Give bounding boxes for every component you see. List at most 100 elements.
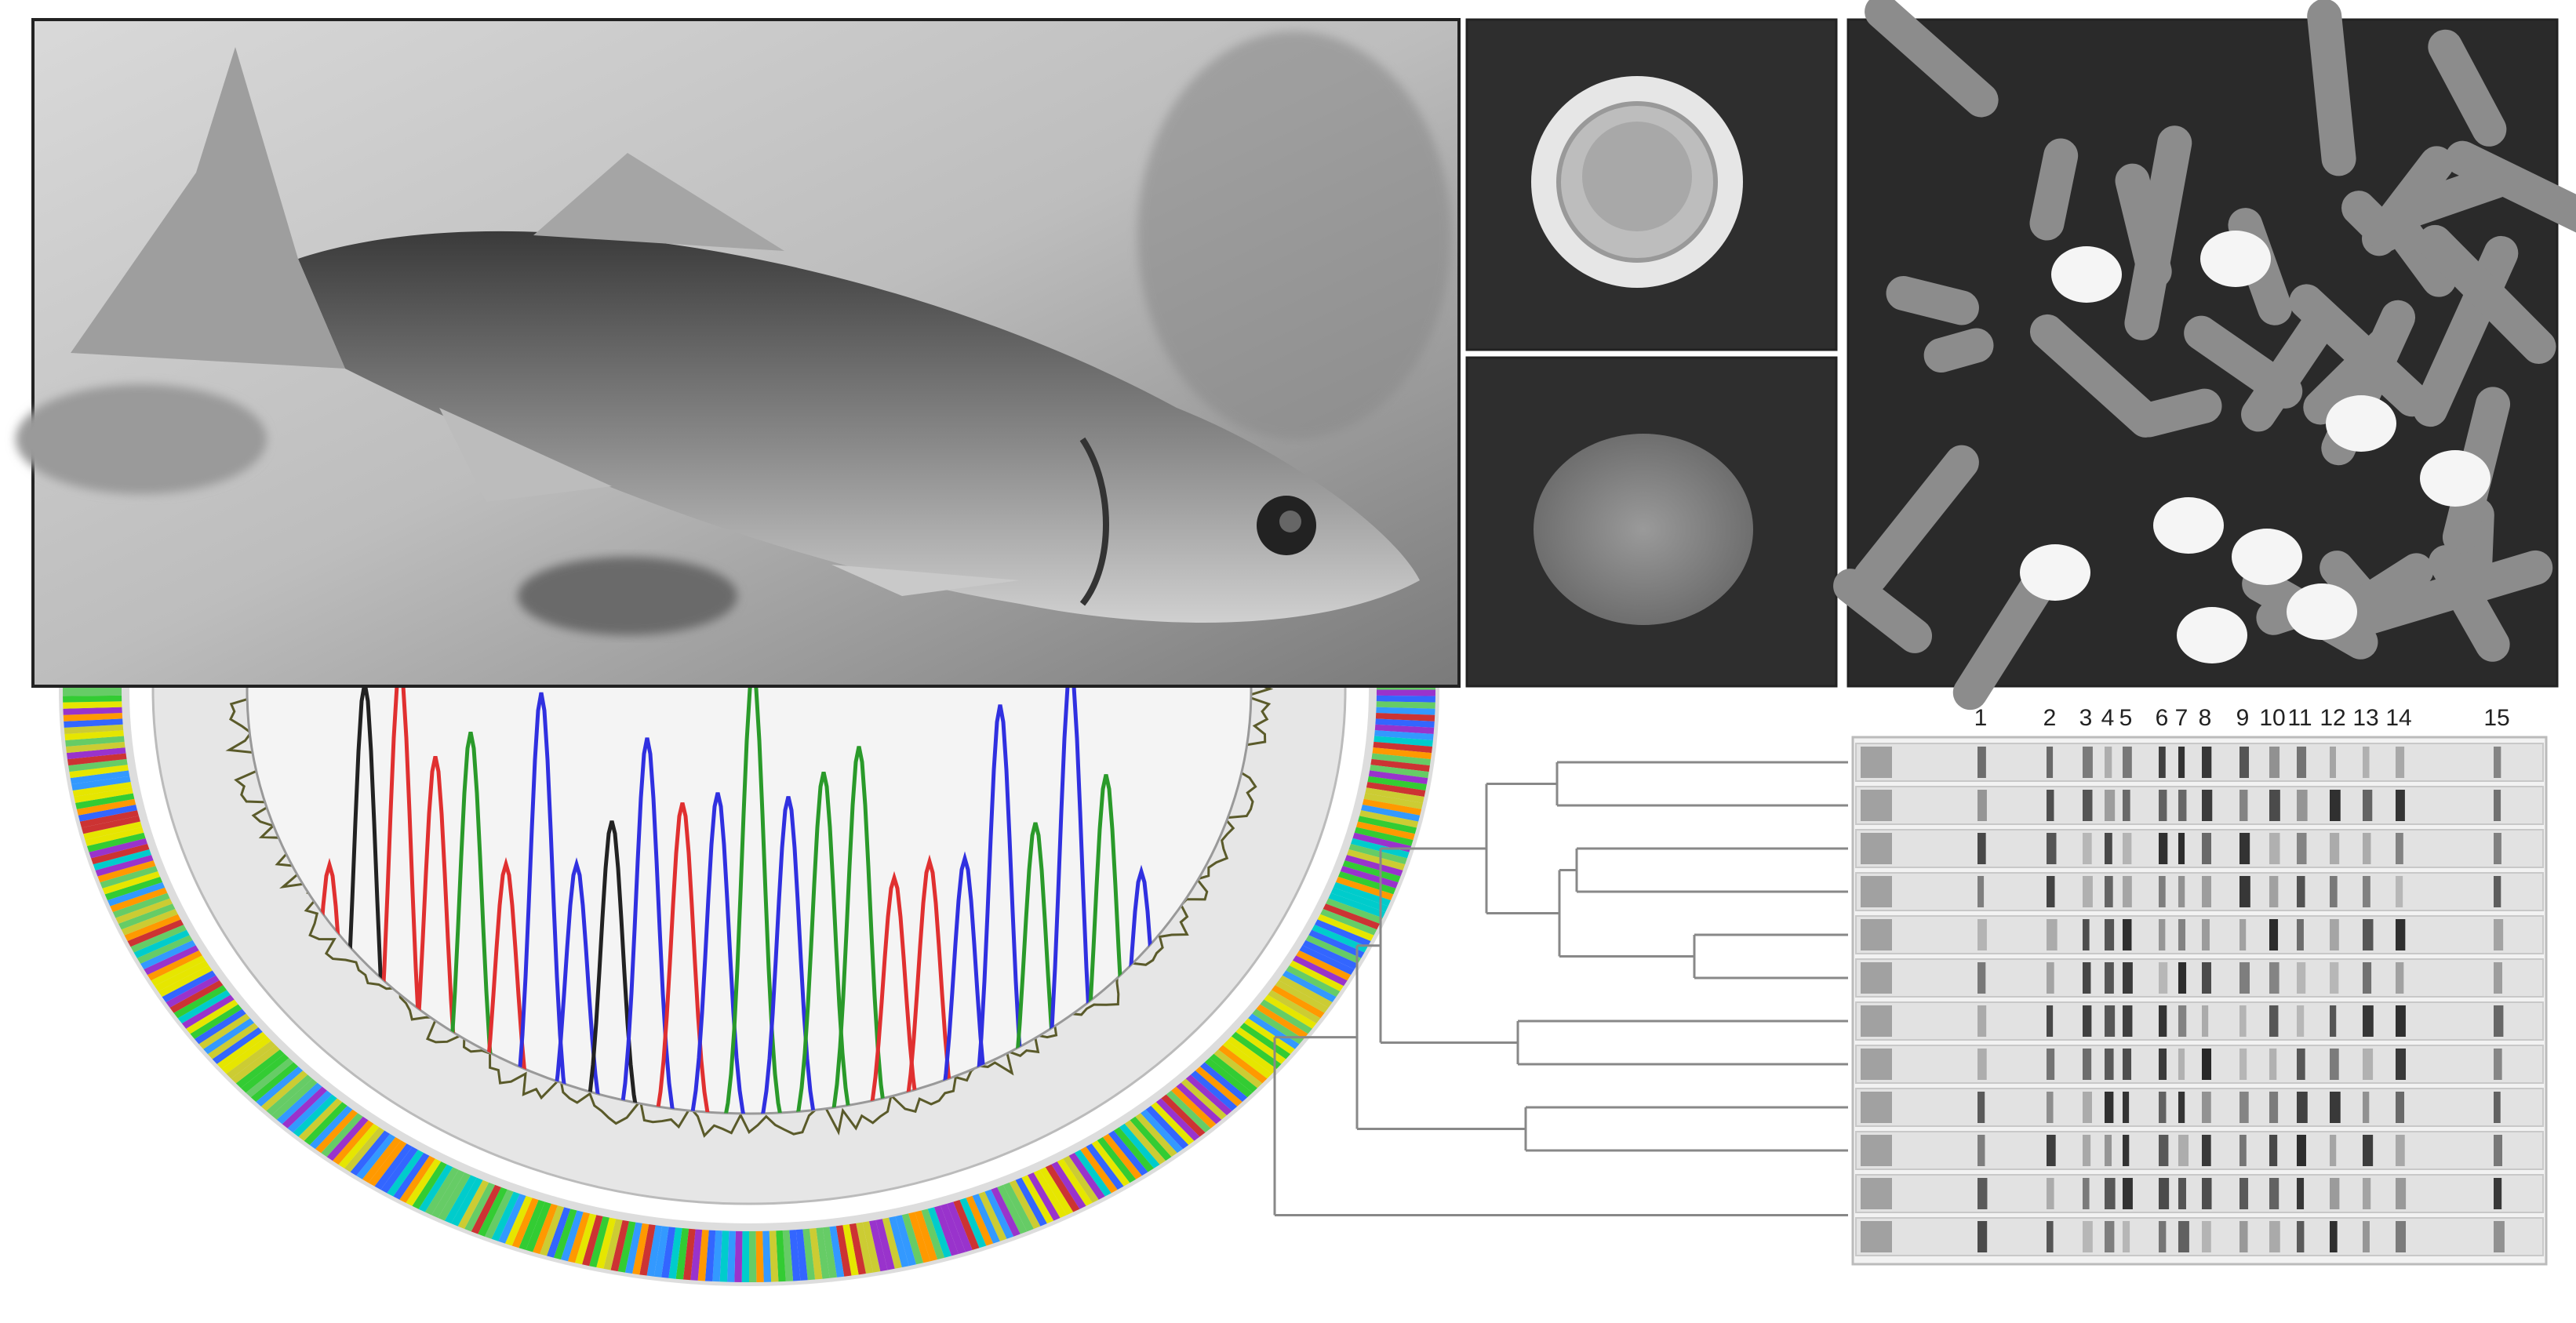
band: [2396, 962, 2404, 994]
band: [2178, 790, 2187, 821]
ring-segment: [1097, 1137, 1137, 1183]
bacterium: [2385, 214, 2457, 297]
ring-segment: [471, 1184, 501, 1234]
genome-plot: [59, 688, 1439, 1286]
band: [2239, 790, 2248, 821]
ring-segment: [1376, 689, 1435, 696]
ring-segment: [65, 736, 125, 747]
ring-segment: [1363, 793, 1423, 809]
ring-segment: [464, 1182, 496, 1232]
band: [1977, 876, 1985, 907]
trace-peak: [684, 792, 751, 1114]
ring-segment: [118, 903, 176, 930]
band: [2202, 876, 2211, 907]
ring-segment: [1057, 1158, 1093, 1206]
ring-segment: [1308, 929, 1365, 958]
ring-segment: [1166, 1090, 1211, 1133]
ring-segment: [749, 1230, 757, 1282]
ring-segment: [941, 1203, 966, 1255]
band: [2269, 1221, 2280, 1252]
band-label: 10: [2259, 705, 2285, 731]
band: [2297, 833, 2307, 864]
band: [2363, 876, 2370, 907]
ring-segment: [63, 689, 122, 696]
band-label: 2: [2043, 705, 2057, 731]
band: [2105, 1221, 2115, 1252]
band: [2123, 1221, 2130, 1252]
ring-segment: [1286, 965, 1341, 998]
ring-segment: [68, 758, 128, 772]
lane: [1855, 1174, 2544, 1213]
ring-segment: [1351, 838, 1410, 859]
ring-segment: [1190, 1070, 1238, 1111]
ring-segment: [1102, 1133, 1142, 1179]
ring-segment: [140, 940, 196, 970]
band: [2178, 1005, 2187, 1037]
trace-peak: [578, 820, 646, 1114]
well: [1861, 1221, 1892, 1252]
ring-segment: [560, 1210, 584, 1262]
band: [2494, 962, 2502, 994]
ring-segment: [1374, 736, 1433, 747]
band: [2123, 1178, 2133, 1209]
trace-peak: [825, 746, 893, 1114]
band: [2363, 1221, 2370, 1252]
ring-segment: [1376, 701, 1435, 709]
band: [2239, 1178, 2249, 1209]
band: [2363, 1135, 2374, 1166]
ring-segment: [835, 1225, 852, 1277]
ring-segment: [1015, 1177, 1047, 1227]
band: [2239, 1005, 2247, 1037]
ring-segment: [1333, 881, 1392, 907]
band: [2159, 1049, 2167, 1080]
band: [2297, 1092, 2308, 1123]
ring-segment: [85, 827, 144, 846]
well: [1861, 1005, 1892, 1037]
ring-segment: [287, 1090, 333, 1133]
ring-segment: [617, 1221, 636, 1273]
ring-segment: [1021, 1175, 1054, 1224]
band: [2269, 1178, 2279, 1209]
ring-segment: [589, 1216, 609, 1268]
ring-segment: [504, 1195, 533, 1246]
ring-segment: [1358, 816, 1417, 834]
band: [2202, 919, 2210, 950]
well: [1861, 790, 1892, 821]
band: [2105, 962, 2114, 994]
ring-segment: [75, 793, 135, 809]
band: [2178, 1221, 2189, 1252]
ring-segment: [889, 1216, 909, 1268]
band: [2083, 1135, 2091, 1166]
ring-segment: [65, 741, 126, 754]
band: [2396, 833, 2403, 864]
ring-segment: [1204, 1058, 1253, 1098]
ring-segment: [1227, 1036, 1277, 1074]
ring-segment: [93, 849, 151, 870]
band: [2105, 790, 2116, 821]
ring-segment: [498, 1194, 526, 1244]
ring-segment: [431, 1169, 465, 1219]
band-label: 7: [2175, 705, 2189, 731]
ring-segment: [256, 1066, 304, 1107]
band: [2297, 1221, 2305, 1252]
colony-photo-top: [1465, 18, 1838, 351]
band: [2297, 876, 2305, 907]
lane: [1855, 786, 2544, 825]
band-labels: 1 2 3 4 5 6 7 8 9 10 11 12 13 14 15: [1974, 705, 2510, 731]
band: [2202, 790, 2213, 821]
band: [2396, 1135, 2405, 1166]
ring-segment: [190, 1004, 242, 1039]
ring-segment: [166, 975, 220, 1008]
band: [2047, 833, 2057, 864]
ring-segment: [399, 1155, 435, 1203]
well: [1861, 1178, 1892, 1209]
ring-segment: [1051, 1161, 1086, 1209]
ring-segment: [173, 985, 227, 1019]
ring-segment: [1359, 810, 1419, 828]
ring-segment: [1352, 832, 1412, 852]
spore: [2020, 544, 2090, 601]
ring-segment: [697, 1230, 709, 1281]
ring-segment: [1368, 770, 1428, 785]
ring-segment: [719, 1230, 730, 1282]
ring-segment: [212, 1027, 263, 1064]
